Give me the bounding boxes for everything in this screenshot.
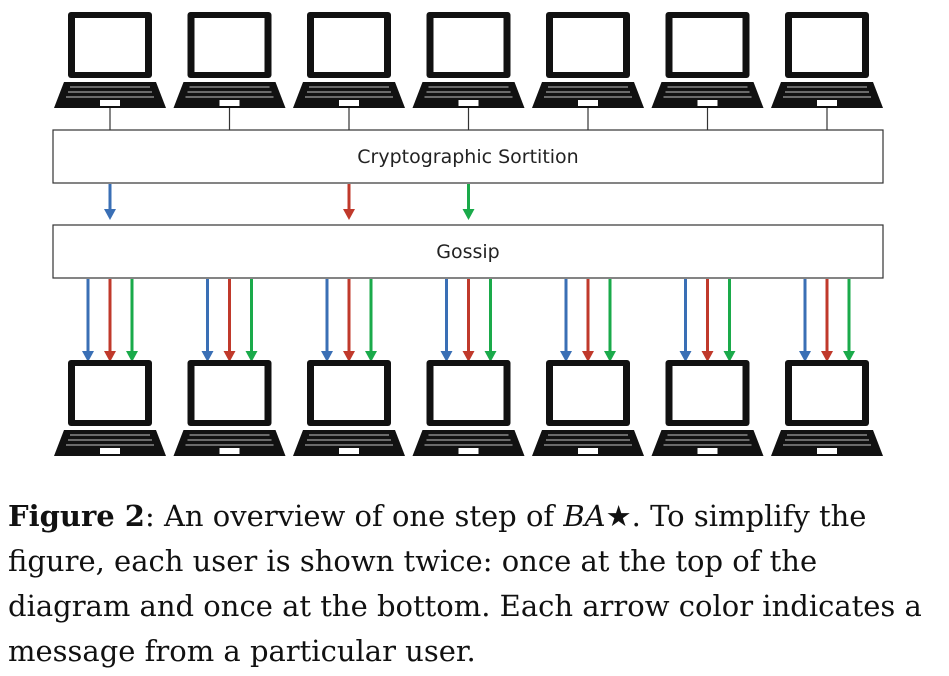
- ba-name: BA: [563, 499, 606, 533]
- gossip-box: [52, 224, 884, 279]
- ba-star: ★: [605, 499, 632, 533]
- laptop-icon: [173, 11, 286, 109]
- gossip-to-users-arrows: [82, 279, 855, 362]
- figure-caption: Figure 2: An overview of one step of BA★…: [8, 494, 940, 674]
- sortition-arrow: [104, 184, 116, 220]
- gossip-arrow: [604, 279, 616, 362]
- gossip-arrow: [843, 279, 855, 362]
- laptop-icon: [292, 359, 406, 457]
- gossip-arrow: [560, 279, 572, 362]
- gossip-arrow: [201, 279, 214, 362]
- laptop-icon: [412, 11, 525, 109]
- sortition-arrow: [343, 184, 355, 220]
- bottom-user-row: [53, 359, 884, 457]
- gossip-arrow: [126, 279, 138, 362]
- gossip-arrow: [365, 279, 377, 362]
- laptop-icon: [651, 359, 764, 457]
- gossip-arrow: [245, 279, 258, 362]
- laptop-icon: [412, 359, 525, 457]
- gossip-arrow: [799, 279, 811, 362]
- gossip-arrow: [321, 279, 333, 362]
- laptop-icon: [53, 359, 167, 457]
- laptop-icon: [531, 359, 645, 457]
- gossip-label: Gossip: [436, 241, 500, 263]
- gossip-arrow: [223, 279, 236, 362]
- gossip-arrow: [484, 279, 497, 362]
- laptop-icon: [531, 11, 645, 109]
- gossip-arrow: [462, 279, 475, 362]
- figure-number: Figure 2: [8, 499, 145, 533]
- diagram: Cryptographic Sortition Gossip: [52, 11, 884, 457]
- laptop-icon: [770, 11, 884, 109]
- laptop-icon: [770, 359, 884, 457]
- caption-text-after: . To simplify the figure, each user is s…: [8, 499, 922, 668]
- gossip-arrow: [701, 279, 714, 362]
- sortition-arrow: [462, 184, 475, 220]
- gossip-arrow: [821, 279, 833, 362]
- cryptographic-sortition-box: [52, 129, 884, 184]
- laptop-icon: [292, 11, 406, 109]
- sortition-to-gossip-arrows: [104, 184, 475, 220]
- gossip-arrow: [343, 279, 355, 362]
- caption-text-before: : An overview of one step of: [144, 499, 564, 533]
- gossip-arrow: [104, 279, 116, 362]
- top-user-row: [53, 11, 884, 109]
- gossip-arrow: [440, 279, 453, 362]
- gossip-arrow: [582, 279, 594, 362]
- gossip-arrow: [679, 279, 692, 362]
- gossip-arrow: [723, 279, 736, 362]
- top-connector-lines: [109, 108, 828, 130]
- cryptographic-sortition-label: Cryptographic Sortition: [357, 146, 578, 168]
- laptop-icon: [173, 359, 286, 457]
- laptop-icon: [53, 11, 167, 109]
- gossip-arrow: [82, 279, 94, 362]
- laptop-icon: [651, 11, 764, 109]
